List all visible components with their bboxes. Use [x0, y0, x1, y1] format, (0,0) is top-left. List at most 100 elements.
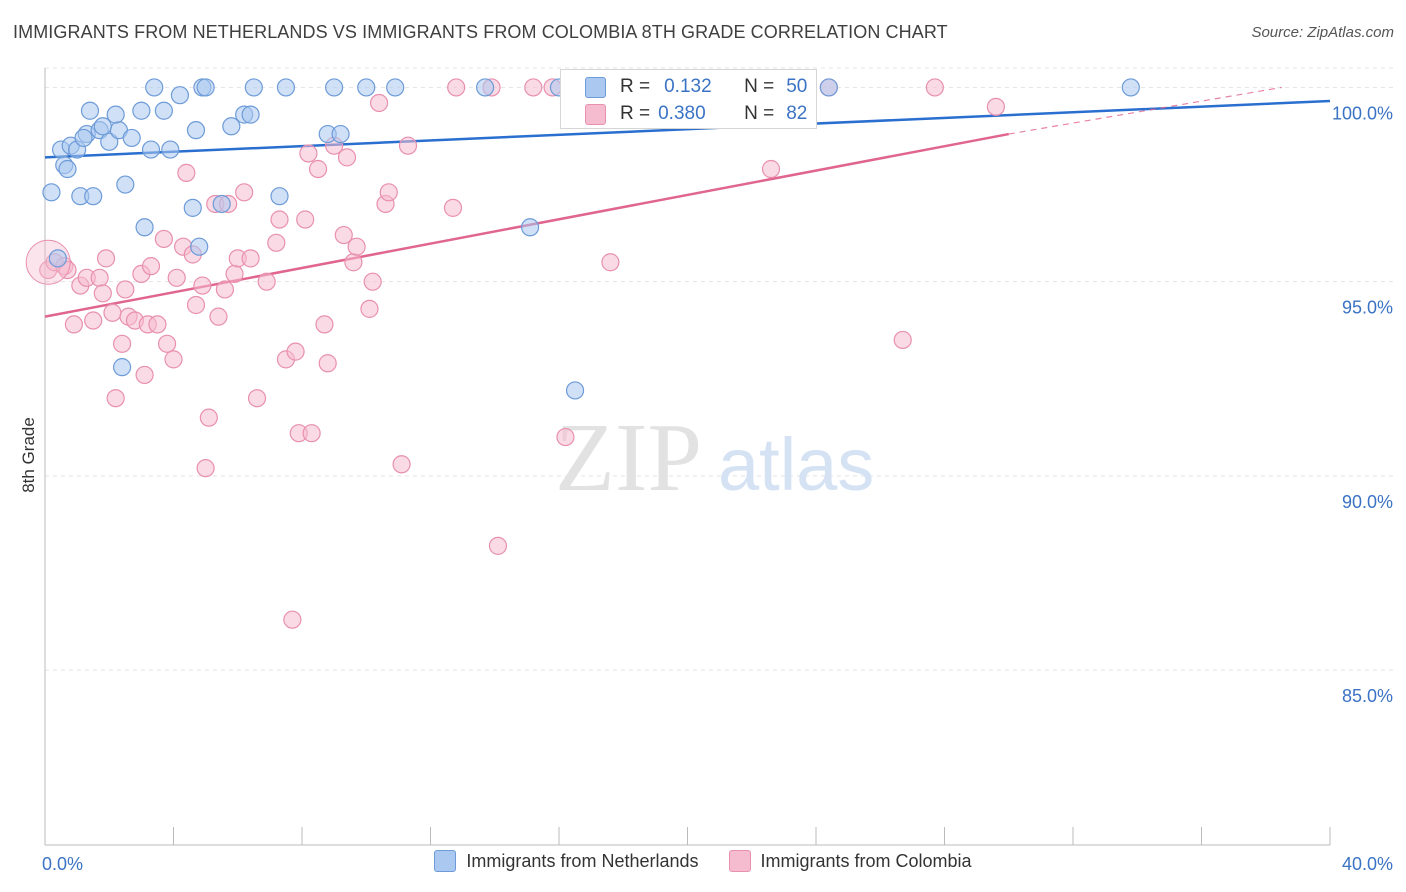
stats-n-label: N =: [744, 103, 775, 124]
point-colombia: [154, 229, 173, 249]
point-netherlands: [1121, 78, 1140, 97]
point-colombia: [447, 78, 466, 97]
point-colombia: [315, 315, 334, 334]
point-colombia: [360, 299, 379, 318]
point-netherlands: [112, 358, 132, 377]
point-colombia: [347, 237, 366, 256]
point-colombia: [135, 365, 154, 385]
point-colombia: [363, 272, 382, 291]
point-netherlands: [135, 218, 154, 237]
point-colombia: [318, 354, 337, 373]
x-tick-label: 40.0%: [1342, 854, 1393, 874]
source-credit: Source: ZipAtlas.com: [1251, 24, 1394, 41]
stats-n-label: N =: [744, 76, 775, 97]
point-colombia: [116, 280, 135, 299]
point-colombia: [199, 408, 218, 427]
stats-swatch-netherlands: [585, 76, 606, 98]
point-colombia: [247, 389, 267, 408]
point-netherlands: [93, 117, 112, 136]
point-colombia: [286, 342, 305, 361]
stats-n-value-colombia: 82: [786, 103, 808, 124]
point-netherlands: [325, 78, 344, 97]
point-netherlands: [161, 140, 180, 159]
point-colombia: [167, 268, 186, 287]
point-colombia: [761, 159, 781, 179]
point-netherlands: [186, 121, 206, 140]
point-colombia: [601, 253, 620, 272]
point-colombia: [267, 233, 286, 252]
point-colombia: [257, 272, 276, 291]
stats-r-label: R =: [620, 103, 651, 124]
point-netherlands: [196, 78, 215, 97]
stats-n-value-netherlands: 50: [786, 76, 808, 97]
point-netherlands: [190, 237, 209, 256]
series-netherlands: [42, 78, 1140, 400]
trend-line-colombia-extension: [1008, 86, 1282, 135]
point-colombia: [177, 163, 196, 182]
point-netherlands: [122, 128, 141, 148]
stats-swatch-colombia: [585, 103, 606, 125]
point-colombia: [235, 183, 254, 202]
y-tick-label: 85.0%: [1342, 686, 1393, 706]
point-netherlands: [154, 101, 173, 120]
point-netherlands: [132, 101, 151, 120]
point-colombia: [379, 183, 398, 202]
point-colombia: [337, 148, 357, 167]
point-colombia: [302, 424, 321, 443]
point-colombia: [296, 210, 315, 229]
point-netherlands: [48, 249, 67, 268]
point-netherlands: [357, 78, 376, 97]
point-colombia: [893, 330, 912, 350]
point-netherlands: [100, 132, 119, 151]
point-netherlands: [183, 198, 202, 217]
point-colombia: [283, 610, 302, 629]
point-colombia: [344, 253, 363, 272]
gridlines: [45, 67, 1393, 671]
point-colombia: [103, 303, 122, 322]
legend-item-colombia[interactable]: Immigrants from Colombia: [728, 850, 972, 872]
series-colombia: [25, 78, 1006, 629]
point-colombia: [96, 249, 116, 268]
point-colombia: [308, 159, 328, 179]
point-colombia: [925, 78, 944, 97]
point-netherlands: [58, 159, 77, 179]
y-tick-label: 90.0%: [1342, 492, 1393, 512]
point-netherlands: [116, 175, 135, 194]
point-netherlands: [565, 381, 585, 400]
point-netherlands: [241, 105, 260, 124]
point-colombia: [225, 264, 244, 284]
watermark: ZIP atlas: [555, 404, 874, 512]
stats-r-value-netherlands: 0.132: [664, 76, 712, 97]
point-colombia: [141, 257, 161, 276]
legend-swatch-netherlands: [434, 850, 457, 872]
stats-r-label: R =: [620, 76, 651, 97]
point-netherlands: [520, 218, 540, 237]
point-colombia: [443, 198, 463, 217]
point-colombia: [90, 268, 109, 287]
chart-title: IMMIGRANTS FROM NETHERLANDS VS IMMIGRANT…: [13, 22, 948, 42]
point-netherlands: [170, 86, 190, 105]
point-colombia: [398, 136, 418, 155]
y-tick-label: 100.0%: [1332, 103, 1393, 123]
point-colombia: [58, 260, 77, 280]
legend-item-netherlands[interactable]: Immigrants from Netherlands: [434, 850, 699, 872]
point-colombia: [488, 536, 508, 555]
point-colombia: [392, 455, 411, 474]
watermark-zip: ZIP: [555, 404, 702, 512]
point-colombia: [157, 334, 177, 353]
point-netherlands: [476, 78, 495, 97]
legend-label-netherlands: Immigrants from Netherlands: [466, 850, 699, 871]
point-colombia: [270, 210, 289, 229]
point-netherlands: [42, 183, 61, 202]
legend: Immigrants from Netherlands Immigrants f…: [0, 850, 1406, 872]
point-colombia: [241, 249, 260, 268]
point-colombia: [93, 284, 112, 303]
point-netherlands: [270, 187, 289, 206]
x-tick-label: 0.0%: [42, 854, 83, 874]
point-colombia: [106, 389, 125, 408]
point-colombia: [215, 280, 234, 299]
y-tick-label: 95.0%: [1342, 298, 1393, 318]
watermark-atlas: atlas: [718, 423, 874, 506]
tick-labels: 85.0% 90.0% 95.0% 100.0% 0.0% 40.0%: [42, 103, 1393, 874]
